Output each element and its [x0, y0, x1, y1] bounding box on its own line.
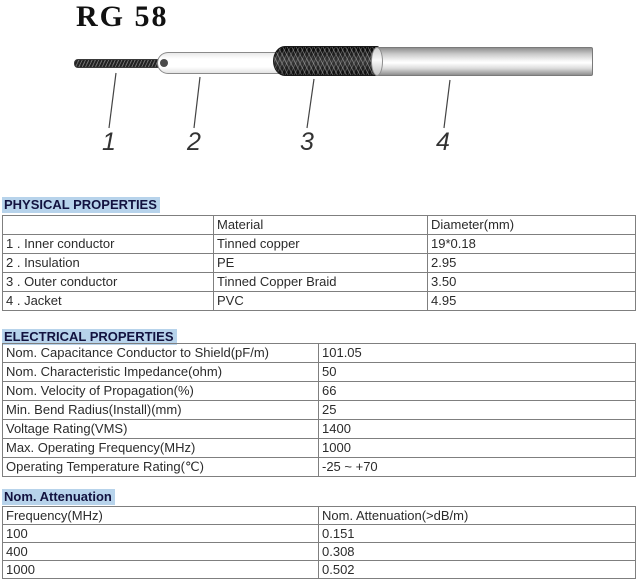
table-row: Operating Temperature Rating(℃) -25 ~ +7… [2, 457, 636, 477]
property-value: -25 ~ +70 [318, 457, 636, 477]
property-value: 50 [318, 362, 636, 382]
column-header: Material [213, 215, 428, 235]
diameter-cell: 3.50 [427, 272, 636, 292]
column-header: Diameter(mm) [427, 215, 636, 235]
row-label: 4 . Jacket [2, 291, 214, 311]
attenuation-cell: 0.308 [318, 542, 636, 561]
property-label: Voltage Rating(VMS) [2, 419, 319, 439]
page-title: RG 58 [76, 0, 169, 33]
material-cell: PVC [213, 291, 428, 311]
table-row: 1 . Inner conductor Tinned copper 19*0.1… [2, 234, 636, 254]
leader-lines [108, 72, 451, 129]
table-row: 400 0.308 [2, 542, 636, 561]
nom-attenuation-table: Frequency(MHz) Nom. Attenuation(>dB/m) 1… [2, 506, 636, 579]
column-header: Nom. Attenuation(>dB/m) [318, 506, 636, 525]
table-row: Nom. Velocity of Propagation(%) 66 [2, 381, 636, 401]
jacket-graphic [375, 47, 593, 76]
callout-label-4: 4 [436, 128, 450, 156]
property-label: Nom. Characteristic Impedance(ohm) [2, 362, 319, 382]
cable-diagram: RG 58 1 2 3 4 [0, 0, 640, 196]
property-label: Operating Temperature Rating(℃) [2, 457, 319, 477]
material-cell: Tinned Copper Braid [213, 272, 428, 292]
property-value: 25 [318, 400, 636, 420]
attenuation-cell: 0.151 [318, 524, 636, 543]
nom-attenuation-heading: Nom. Attenuation [2, 489, 115, 505]
material-cell: PE [213, 253, 428, 273]
table-row: Nom. Capacitance Conductor to Shield(pF/… [2, 343, 636, 363]
property-value: 1000 [318, 438, 636, 458]
row-label: 2 . Insulation [2, 253, 214, 273]
property-label: Nom. Velocity of Propagation(%) [2, 381, 319, 401]
column-header: Frequency(MHz) [2, 506, 319, 525]
electrical-properties-heading: ELECTRICAL PROPERTIES [2, 329, 177, 345]
table-row: 2 . Insulation PE 2.95 [2, 253, 636, 273]
diameter-cell: 19*0.18 [427, 234, 636, 254]
table-row: Voltage Rating(VMS) 1400 [2, 419, 636, 439]
column-header [2, 215, 214, 235]
material-cell: Tinned copper [213, 234, 428, 254]
property-label: Nom. Capacitance Conductor to Shield(pF/… [2, 343, 319, 363]
electrical-properties-table: Nom. Capacitance Conductor to Shield(pF/… [2, 343, 636, 477]
attenuation-cell: 0.502 [318, 560, 636, 579]
physical-properties-heading: PHYSICAL PROPERTIES [2, 197, 160, 213]
property-label: Max. Operating Frequency(MHz) [2, 438, 319, 458]
table-header-row: Frequency(MHz) Nom. Attenuation(>dB/m) [2, 506, 636, 525]
table-row: 1000 0.502 [2, 560, 636, 579]
row-label: 1 . Inner conductor [2, 234, 214, 254]
table-row: 100 0.151 [2, 524, 636, 543]
table-row: 3 . Outer conductor Tinned Copper Braid … [2, 272, 636, 292]
table-row: 4 . Jacket PVC 4.95 [2, 291, 636, 311]
table-row: Nom. Characteristic Impedance(ohm) 50 [2, 362, 636, 382]
jacket-cut-edge-graphic [371, 47, 383, 76]
diameter-cell: 4.95 [427, 291, 636, 311]
table-row: Max. Operating Frequency(MHz) 1000 [2, 438, 636, 458]
row-label: 3 . Outer conductor [2, 272, 214, 292]
property-value: 101.05 [318, 343, 636, 363]
table-header-row: Material Diameter(mm) [2, 215, 636, 235]
outer-conductor-braid-graphic [273, 46, 381, 76]
diameter-cell: 2.95 [427, 253, 636, 273]
frequency-cell: 1000 [2, 560, 319, 579]
callout-label-1: 1 [102, 128, 116, 156]
property-value: 1400 [318, 419, 636, 439]
physical-properties-table: Material Diameter(mm) 1 . Inner conducto… [2, 215, 636, 311]
frequency-cell: 400 [2, 542, 319, 561]
property-value: 66 [318, 381, 636, 401]
callout-label-2: 2 [187, 128, 201, 156]
frequency-cell: 100 [2, 524, 319, 543]
callout-label-3: 3 [300, 128, 314, 156]
table-row: Min. Bend Radius(Install)(mm) 25 [2, 400, 636, 420]
property-label: Min. Bend Radius(Install)(mm) [2, 400, 319, 420]
